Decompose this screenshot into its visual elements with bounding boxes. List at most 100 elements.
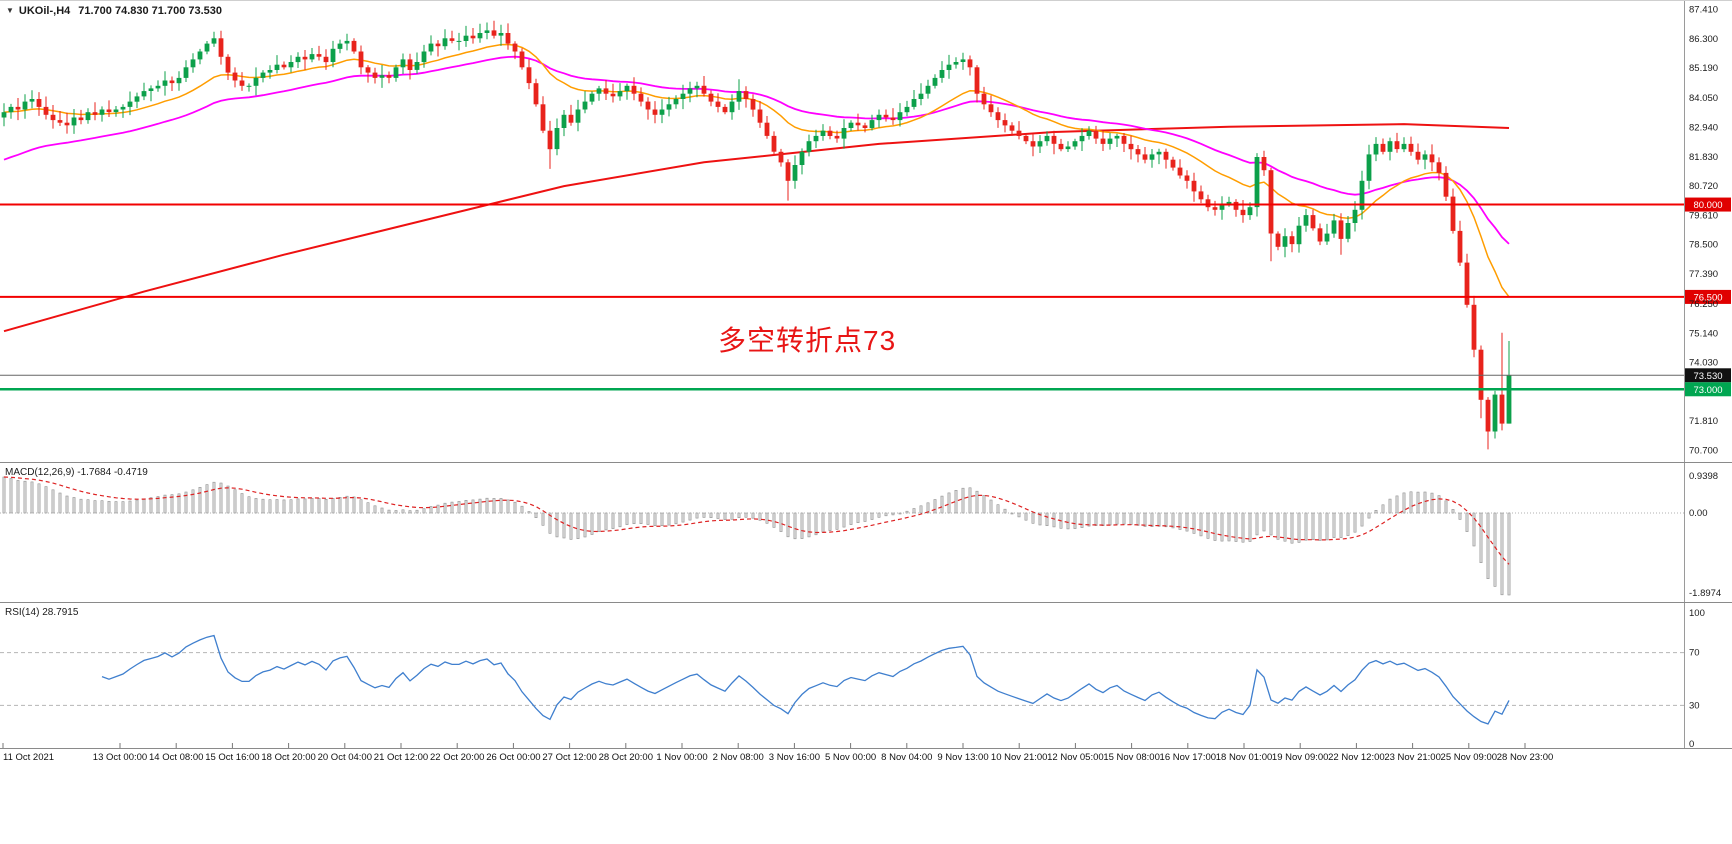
candle-body xyxy=(379,75,385,78)
chart-annotation-text[interactable]: 多空转折点73 xyxy=(718,325,897,356)
price-axis-label: 71.810 xyxy=(1689,416,1718,427)
candle-body xyxy=(477,33,483,39)
candle-body xyxy=(659,109,665,115)
macd-histogram-bar xyxy=(1276,512,1280,540)
candle-body xyxy=(974,67,980,94)
macd-histogram-bar xyxy=(191,489,195,514)
symbol-dropdown-icon[interactable]: ▼ xyxy=(6,6,14,15)
candle-body xyxy=(1268,170,1274,234)
macd-histogram-bar xyxy=(933,499,937,514)
macd-histogram-bar xyxy=(485,497,489,514)
price-chart-canvas[interactable]: 80.000 76.500 73.530 73.000 87.410 86.300 85.1… xyxy=(0,1,1732,463)
candle-body xyxy=(1289,236,1295,245)
price-badge xyxy=(1685,197,1731,212)
candle-body xyxy=(813,135,819,142)
macd-histogram-bar xyxy=(100,500,104,514)
candle-body xyxy=(1086,130,1092,136)
macd-histogram-bar xyxy=(429,506,433,514)
macd-histogram-bar xyxy=(576,512,580,540)
time-axis-label: 28 Oct 20:00 xyxy=(598,752,653,763)
candle-body xyxy=(470,35,476,39)
candle-body xyxy=(1422,154,1428,160)
macd-histogram-bar xyxy=(23,480,27,514)
price-badge xyxy=(1685,368,1731,383)
macd-histogram-bar xyxy=(205,484,209,514)
macd-histogram-bar xyxy=(1332,512,1336,538)
macd-histogram-bar xyxy=(380,507,384,514)
macd-histogram-bar xyxy=(800,512,804,539)
candle-body xyxy=(1058,143,1064,150)
candle-body xyxy=(421,51,427,63)
candle-body xyxy=(1457,230,1463,263)
macd-histogram-bar xyxy=(135,499,139,514)
macd-histogram-bar xyxy=(373,505,377,514)
macd-histogram-bar xyxy=(1157,512,1161,527)
macd-histogram-bar xyxy=(114,501,118,514)
macd-panel-canvas[interactable]: 0.9398 0.00 -1.8974 xyxy=(0,463,1732,603)
time-axis-label: 15 Oct 16:00 xyxy=(205,752,260,763)
macd-histogram-bar xyxy=(1024,512,1028,521)
macd-histogram-bar xyxy=(919,505,923,514)
macd-histogram-bar xyxy=(1402,492,1406,514)
macd-histogram-bar xyxy=(730,512,734,520)
candle-body xyxy=(533,83,539,105)
macd-histogram-bar xyxy=(1255,512,1259,536)
macd-histogram-bar xyxy=(1010,512,1014,515)
macd-histogram-bar xyxy=(422,508,426,514)
macd-histogram-bar xyxy=(72,497,76,514)
candle-body xyxy=(330,48,336,62)
macd-signal-line xyxy=(3,476,1510,565)
macd-histogram-bar xyxy=(471,499,475,514)
candle-body xyxy=(1002,120,1008,126)
time-axis-label: 21 Oct 12:00 xyxy=(373,752,429,763)
candle-body xyxy=(71,117,77,126)
macd-histogram-bar xyxy=(1066,512,1070,530)
candle-body xyxy=(1037,141,1043,147)
time-axis-label: 16 Nov 17:00 xyxy=(1159,752,1217,763)
candle-body xyxy=(1107,138,1113,144)
macd-histogram-bar xyxy=(702,512,706,518)
candle-body xyxy=(281,64,287,68)
candle-body xyxy=(505,33,511,44)
macd-histogram-bar xyxy=(926,502,930,514)
macd-histogram-bar xyxy=(1241,512,1245,543)
macd-histogram-bar xyxy=(590,512,594,535)
candle-body xyxy=(1051,135,1057,144)
macd-histogram-bar xyxy=(548,512,552,534)
candle-body xyxy=(1401,143,1407,150)
chart-title: ▼ UKOil-,H4 71.700 74.830 71.700 73.530 xyxy=(6,5,222,17)
candle-body xyxy=(1044,135,1050,142)
candle-body xyxy=(589,93,595,102)
time-axis[interactable]: 11 Oct 2021 13 Oct 00:00 14 Oct 08:00 15 Oc… xyxy=(0,748,1732,769)
price-badge xyxy=(1685,289,1731,304)
macd-histogram-bar xyxy=(1283,512,1287,542)
candle-body xyxy=(925,85,931,94)
price-axis-label: 70.700 xyxy=(1689,445,1718,456)
macd-histogram-bar xyxy=(814,512,818,536)
candle-body xyxy=(155,85,161,89)
candle-body xyxy=(834,135,840,139)
macd-histogram-bar xyxy=(961,487,965,514)
candle-body xyxy=(1443,172,1449,197)
candle-body xyxy=(1156,151,1162,155)
macd-histogram-bar xyxy=(877,512,881,518)
macd-histogram-bar xyxy=(1045,512,1049,526)
macd-histogram-bar xyxy=(660,512,664,526)
macd-histogram-bar xyxy=(387,509,391,514)
candle-body xyxy=(1079,135,1085,142)
candle-body xyxy=(1100,138,1106,144)
candle-body xyxy=(1093,130,1099,139)
rsi-panel-canvas[interactable]: 100 70 30 0 xyxy=(0,603,1732,748)
candle-body xyxy=(323,56,329,63)
candle-body xyxy=(162,80,168,86)
candle-body xyxy=(1310,215,1316,229)
candle-body xyxy=(183,67,189,78)
candle-body xyxy=(1177,167,1183,176)
macd-histogram-bar xyxy=(723,512,727,520)
candle-body xyxy=(1303,215,1309,226)
candle-body xyxy=(582,101,588,110)
candle-body xyxy=(120,106,126,110)
price-badge-label: 73.000 xyxy=(1693,385,1722,396)
macd-histogram-bar xyxy=(408,510,412,514)
macd-histogram-bar xyxy=(1367,512,1371,519)
